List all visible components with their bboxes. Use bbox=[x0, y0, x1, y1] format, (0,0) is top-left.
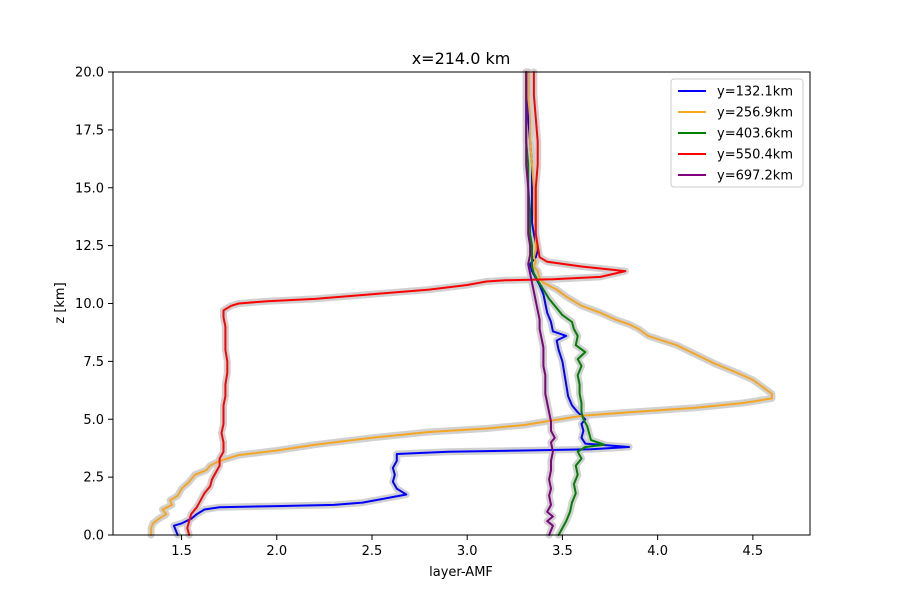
x-tick-label: 1.5 bbox=[171, 544, 192, 559]
legend-label-5: y=697.2km bbox=[717, 169, 793, 184]
x-tick-label: 2.0 bbox=[266, 544, 287, 559]
chart-title: x=214.0 km bbox=[412, 49, 511, 68]
series-line-3 bbox=[525, 71, 606, 536]
legend-items: y=132.1km y=256.9km y=403.6km y=550.4km y=69… bbox=[678, 85, 793, 184]
legend-label-1: y=132.1km bbox=[717, 85, 793, 100]
y-tick-label: 20.0 bbox=[75, 66, 104, 81]
y-tick-label: 17.5 bbox=[75, 123, 104, 138]
y-tick-label: 15.0 bbox=[75, 181, 104, 196]
y-tick-label: 2.5 bbox=[83, 471, 104, 486]
y-tick-label: 10.0 bbox=[75, 297, 104, 312]
legend-label-4: y=550.4km bbox=[717, 148, 793, 163]
series-lines bbox=[150, 71, 773, 536]
legend: y=132.1km y=256.9km y=403.6km y=550.4km y=69… bbox=[670, 78, 804, 188]
y-tick-label: 5.0 bbox=[83, 413, 104, 428]
x-tick-label: 2.5 bbox=[362, 544, 383, 559]
x-tick-label: 4.0 bbox=[647, 544, 668, 559]
x-tick-label: 3.5 bbox=[552, 544, 573, 559]
series-line-4 bbox=[186, 71, 627, 536]
legend-label-3: y=403.6km bbox=[717, 127, 793, 142]
x-axis-label: layer-AMF bbox=[429, 565, 493, 580]
x-tick-label: 3.0 bbox=[457, 544, 478, 559]
y-tick-label: 7.5 bbox=[83, 355, 104, 370]
legend-label-2: y=256.9km bbox=[717, 106, 793, 121]
x-tick-label: 4.5 bbox=[743, 544, 764, 559]
y-tick-label: 12.5 bbox=[75, 239, 104, 254]
series-line-2 bbox=[150, 71, 773, 536]
axis-ticks: 1.5 2.0 2.5 3.0 3.5 4.0 4.5 0.0 2.5 5.0 7.5 10.0 12.… bbox=[75, 66, 763, 560]
y-axis-label: z [km] bbox=[53, 282, 68, 323]
legend-box bbox=[670, 78, 804, 188]
y-tick-label: 0.0 bbox=[83, 529, 104, 544]
series-line-5 bbox=[525, 71, 556, 536]
